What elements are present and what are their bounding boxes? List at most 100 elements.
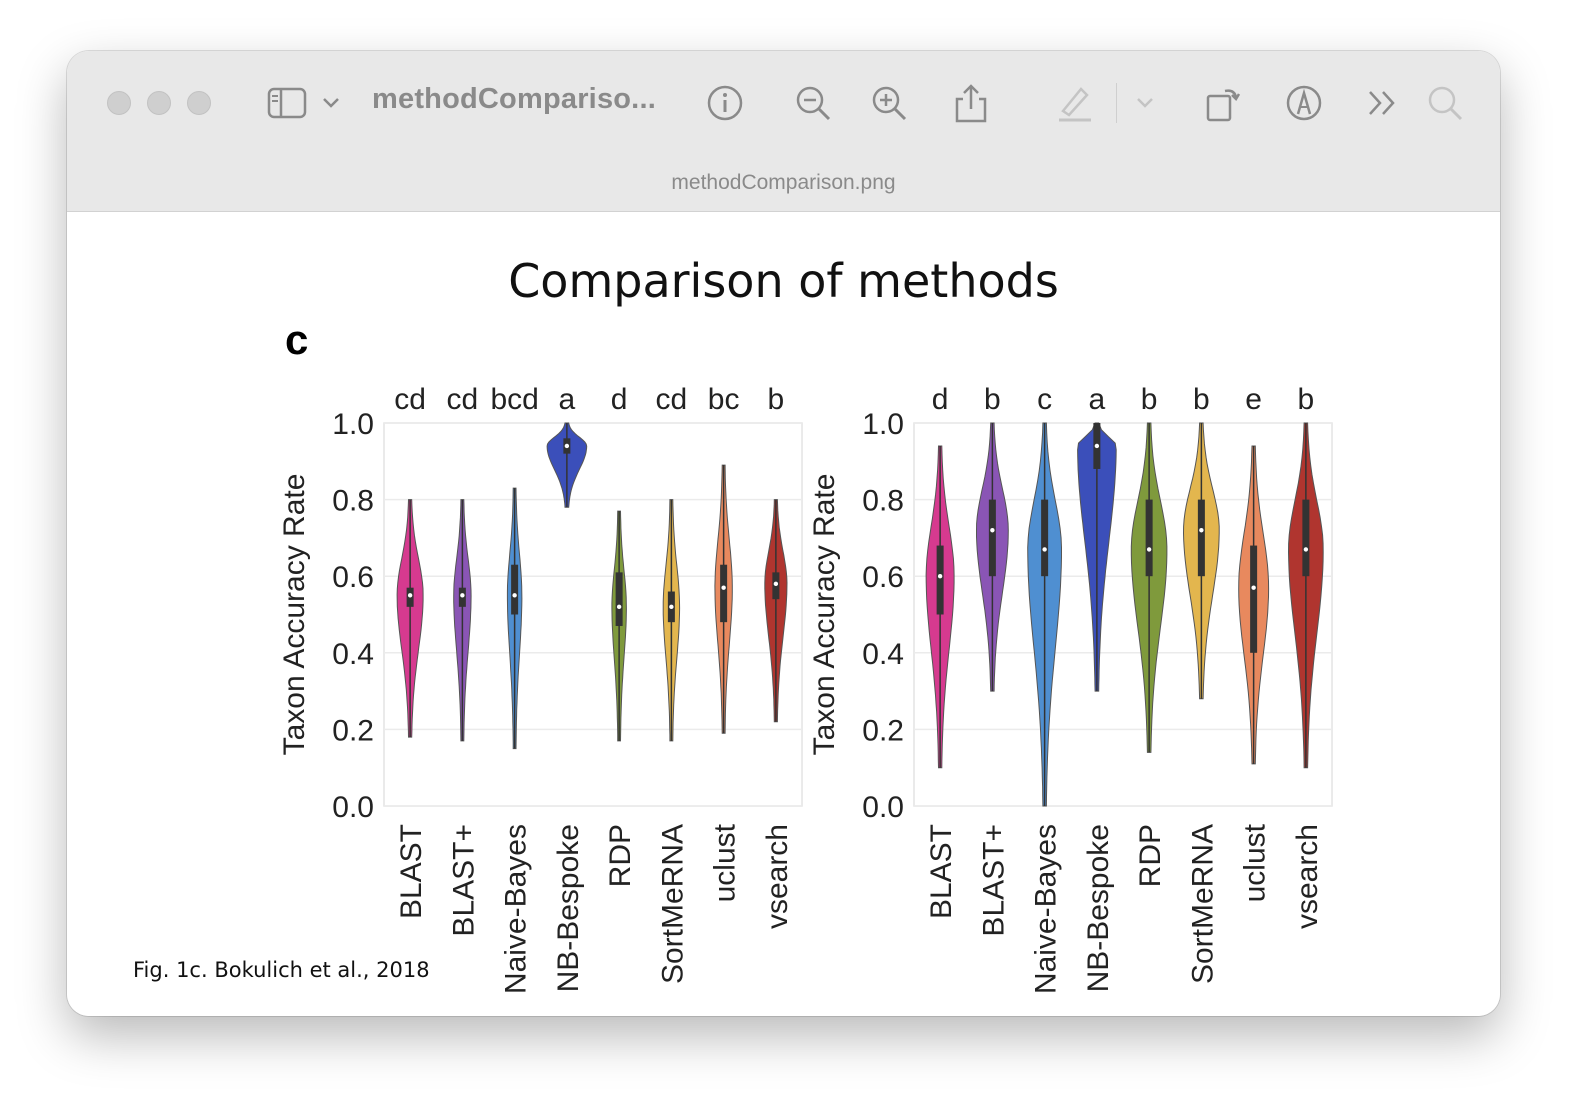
median-dot [1303, 547, 1309, 552]
iqr-box [936, 545, 944, 615]
plot-area [383, 422, 803, 807]
violin-naive-bayes [506, 487, 523, 750]
toolbar-divider [1116, 83, 1117, 123]
document-view: Comparison of methods c 0.0 0.2 0.4 0.6 0.8 1… [67, 212, 1500, 1016]
close-window-button[interactable] [107, 91, 131, 115]
violin-vsearch [1287, 422, 1324, 769]
median-dot [721, 585, 726, 590]
y-axis-label: Taxon Accuracy Rate [278, 474, 311, 756]
x-tick-label: Naive-Bayes [500, 824, 533, 994]
iqr-box [1041, 499, 1049, 577]
chevron-down-icon[interactable] [309, 81, 353, 125]
y-tick-label: 1.0 [862, 408, 904, 441]
figure-title: Comparison of methods [508, 254, 1059, 308]
panel-letter: c [285, 316, 309, 363]
iqr-box [1145, 499, 1153, 577]
sidebar-icon[interactable] [265, 81, 309, 125]
median-dot [512, 593, 517, 598]
median-dot [407, 593, 413, 598]
zoom-window-button[interactable] [187, 91, 211, 115]
y-tick-label: 0.6 [332, 561, 374, 594]
median-dot [460, 593, 465, 598]
median-dot [773, 581, 779, 587]
significance-letter: bc [708, 383, 740, 416]
x-tick-label: BLAST [925, 824, 958, 919]
y-tick-label: 0.8 [332, 485, 374, 518]
median-dot [1199, 528, 1204, 533]
significance-letter: e [1245, 383, 1262, 416]
iqr-box [1302, 499, 1310, 577]
x-tick-label: BLAST+ [977, 824, 1010, 937]
iqr-box [615, 572, 623, 626]
iqr-box [511, 564, 519, 615]
search-icon[interactable] [1423, 81, 1467, 125]
preview-window: methodCompariso... [67, 51, 1500, 1016]
rotate-icon[interactable] [1201, 81, 1245, 125]
y-tick-label: 1.0 [332, 408, 374, 441]
median-dot [669, 604, 674, 610]
median-dot [1251, 585, 1256, 590]
x-tick-label: RDP [1134, 824, 1167, 887]
violin-vsearch [764, 499, 788, 723]
y-tick-label: 0.0 [862, 791, 904, 824]
markup-icon[interactable] [1282, 81, 1326, 125]
share-icon[interactable] [949, 81, 993, 125]
violin-naive-bayes [1027, 422, 1062, 807]
significance-letter: b [1298, 383, 1315, 416]
info-icon[interactable] [703, 81, 747, 125]
iqr-box [1197, 499, 1205, 577]
significance-letter: b [984, 383, 1001, 416]
significance-letter: b [768, 383, 785, 416]
y-tick-label: 0.0 [332, 791, 374, 824]
violin-nb-bespoke [546, 422, 588, 508]
highlight-pen-icon[interactable] [1053, 81, 1097, 125]
violin-blast [396, 499, 424, 738]
y-tick-label: 0.8 [862, 485, 904, 518]
violin-rdp [1130, 422, 1168, 753]
significance-letter: a [1089, 383, 1106, 416]
x-tick-label: uclust [709, 823, 742, 902]
significance-letter: b [1193, 383, 1210, 416]
significance-letter: a [559, 383, 576, 416]
x-tick-label: SortMeRNA [1186, 824, 1219, 984]
chevron-down-icon[interactable] [1123, 81, 1167, 125]
zoom-out-icon[interactable] [791, 81, 835, 125]
significance-letter: cd [447, 383, 479, 416]
significance-letter: cd [394, 383, 426, 416]
figure-caption: Fig. 1c. Bokulich et al., 2018 [133, 958, 430, 982]
x-tick-label: uclust [1239, 823, 1272, 902]
violin-blast- [976, 422, 1009, 692]
median-dot [937, 574, 943, 579]
violin-blast [925, 445, 955, 769]
x-tick-label: vsearch [1291, 824, 1324, 929]
y-tick-label: 0.4 [862, 638, 904, 671]
x-tick-label: RDP [604, 824, 637, 887]
violin-nb-bespoke [1077, 422, 1117, 692]
violin-rdp [611, 510, 627, 742]
significance-letter: c [1037, 383, 1052, 416]
title-bar: methodCompariso... [67, 51, 1500, 212]
significance-letter: cd [656, 383, 688, 416]
violin-sortmerna [1182, 422, 1220, 700]
violin-uclust [1238, 445, 1270, 765]
significance-letter: b [1141, 383, 1158, 416]
more-icon[interactable] [1361, 81, 1405, 125]
median-dot [616, 604, 622, 610]
file-name-subtitle: methodComparison.png [671, 171, 896, 194]
plot-area [913, 422, 1333, 807]
iqr-box [720, 564, 728, 623]
zoom-in-icon[interactable] [867, 81, 911, 125]
iqr-box [988, 499, 996, 577]
x-tick-label: NB-Bespoke [1082, 824, 1115, 992]
x-tick-label: vsearch [761, 824, 794, 929]
violin-blast- [453, 499, 472, 742]
violin-chart-right: 0.0 0.2 0.4 0.6 0.8 1.0 Taxon Accuracy Rate d BL… [808, 383, 1333, 994]
median-dot [1094, 443, 1100, 449]
iqr-box [1250, 545, 1258, 653]
y-tick-label: 0.6 [862, 561, 904, 594]
minimize-window-button[interactable] [147, 91, 171, 115]
median-dot [990, 528, 995, 533]
window-title: methodCompariso... [372, 83, 656, 115]
x-tick-label: NB-Bespoke [552, 824, 585, 992]
violin-chart-left: 0.0 0.2 0.4 0.6 0.8 1.0 Taxon Accuracy Rate cd B… [278, 383, 803, 994]
